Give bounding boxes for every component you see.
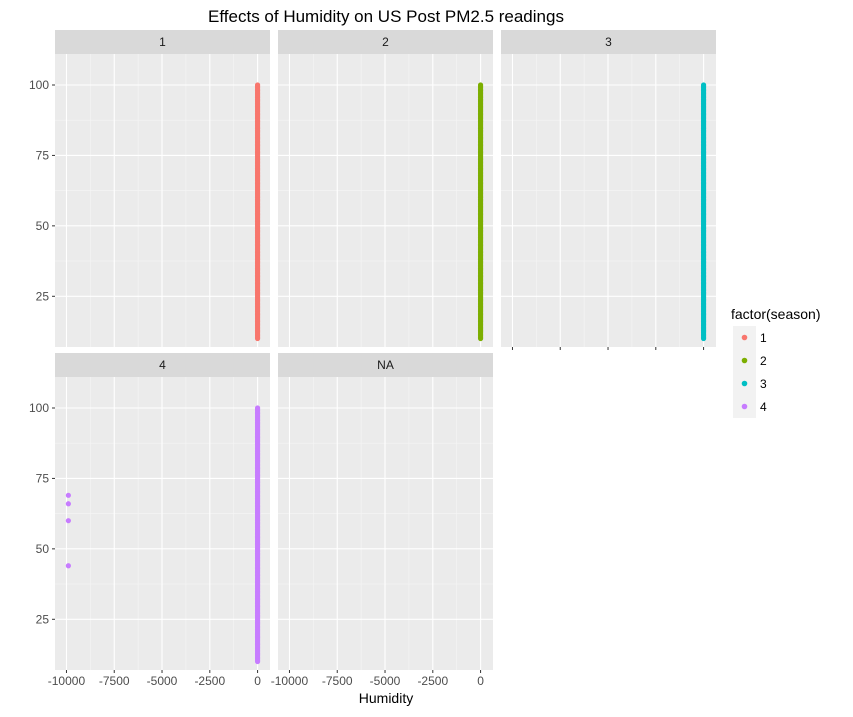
y-tick-label: 25 — [36, 289, 50, 303]
facet-strip-label: 2 — [382, 35, 389, 49]
data-point — [477, 82, 484, 88]
y-tick-label: 100 — [29, 78, 49, 92]
facet-strip-label: 3 — [605, 35, 612, 49]
facet-panel-1: 1 25 50 75 100 — [29, 30, 270, 347]
legend-title: factor(season) — [731, 306, 820, 322]
chart-title: Effects of Humidity on US Post PM2.5 rea… — [208, 7, 564, 26]
x-tick-label: -2500 — [417, 674, 448, 688]
data-point-outlier — [65, 492, 71, 498]
facet-strip — [278, 30, 493, 54]
x-tick-label: -7500 — [99, 674, 130, 688]
data-point-outlier — [65, 518, 71, 524]
data-point-outlier — [65, 501, 71, 507]
facet-strip-label: NA — [377, 358, 394, 372]
data-point-outlier — [65, 563, 71, 569]
legend-label: 2 — [760, 354, 767, 368]
y-tick-label: 100 — [29, 401, 49, 415]
legend-swatch — [741, 380, 748, 387]
y-tick-label: 25 — [36, 612, 50, 626]
facet-panel-4: 4 25 50 75 100 -10000 -7500 -5000 -2500 0 — [29, 353, 270, 688]
x-tick-label: -5000 — [370, 674, 401, 688]
data-point — [254, 82, 261, 88]
legend-swatch — [741, 334, 748, 341]
facet-strip — [501, 30, 716, 54]
legend-label: 1 — [760, 331, 767, 345]
x-tick-label: -10000 — [271, 674, 309, 688]
y-tick-label: 50 — [36, 542, 50, 556]
y-tick-label: 75 — [36, 471, 50, 485]
facet-panel-NA: NA -10000 -7500 -5000 -2500 0 — [271, 353, 493, 688]
facet-strip — [55, 30, 270, 54]
x-tick-label: -2500 — [194, 674, 225, 688]
y-tick-label: 50 — [36, 219, 50, 233]
facet-strip — [278, 353, 493, 377]
legend-label: 4 — [760, 400, 767, 414]
x-axis-title: Humidity — [359, 690, 413, 706]
facet-panel-2: 2 — [278, 30, 493, 347]
x-tick-label: -5000 — [147, 674, 178, 688]
x-tick-label: 0 — [254, 674, 261, 688]
legend: factor(season) 1 2 3 4 — [731, 306, 820, 418]
facet-panel-3: 3 — [501, 30, 716, 350]
facet-strip — [55, 353, 270, 377]
legend-swatch — [741, 403, 748, 410]
facet-panels: 1 25 50 75 100 2 3 4 25 50 75 100 -10000 -7500 -5000 -2… — [29, 30, 716, 688]
facet-strip-label: 4 — [159, 358, 166, 372]
data-point — [254, 405, 261, 411]
x-tick-label: 0 — [477, 674, 484, 688]
data-point — [700, 82, 707, 88]
legend-label: 3 — [760, 377, 767, 391]
y-tick-label: 75 — [36, 148, 50, 162]
facet-strip-label: 1 — [159, 35, 166, 49]
x-tick-label: -10000 — [48, 674, 86, 688]
x-tick-label: -7500 — [322, 674, 353, 688]
legend-swatch — [741, 357, 748, 364]
